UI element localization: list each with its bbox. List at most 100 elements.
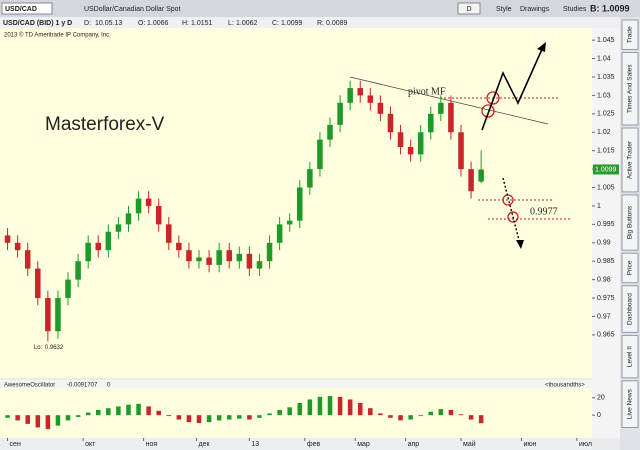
side-tab[interactable] bbox=[621, 380, 639, 428]
y-tick-label: 1.035 bbox=[597, 74, 615, 81]
info-value: 1.0062 bbox=[236, 20, 258, 27]
side-tab-label[interactable]: Trade bbox=[627, 26, 634, 43]
candle-body bbox=[407, 147, 414, 155]
oscillator-bar bbox=[337, 396, 343, 416]
oscillator-bar bbox=[257, 415, 262, 418]
candle-body bbox=[327, 124, 333, 140]
bid-label: B: bbox=[590, 3, 600, 13]
y-tick-label: 0 bbox=[597, 412, 601, 419]
side-tab[interactable] bbox=[621, 19, 639, 50]
bid-value: 1.0099 bbox=[602, 3, 630, 13]
info-label: O: bbox=[138, 20, 145, 27]
y-tick-label: 1.025 bbox=[597, 111, 615, 118]
info-label: H: bbox=[182, 20, 189, 27]
oscillator-bar bbox=[297, 402, 303, 416]
trend-line bbox=[349, 76, 549, 125]
candle-body bbox=[417, 132, 424, 155]
candle-body bbox=[55, 298, 61, 332]
x-tick-label: май bbox=[463, 440, 476, 448]
candle-body bbox=[45, 298, 51, 332]
symbol-input[interactable] bbox=[1, 2, 53, 15]
circles bbox=[481, 91, 519, 223]
candle-body bbox=[397, 132, 404, 147]
side-tab-label[interactable]: Times And Sales bbox=[627, 64, 634, 113]
oscillator-bar bbox=[126, 404, 131, 416]
candle-body bbox=[166, 224, 172, 243]
oscillator-bar bbox=[186, 415, 192, 423]
toolbar-button[interactable]: Studies bbox=[563, 6, 587, 13]
oscillator-bar bbox=[418, 415, 423, 417]
info-label: D: bbox=[84, 20, 91, 27]
oscillator-bar bbox=[478, 415, 484, 424]
oscillator-bar bbox=[267, 413, 272, 416]
candle-body bbox=[176, 242, 182, 251]
oscillator-bar bbox=[388, 415, 393, 418]
x-tick-label: фев bbox=[307, 441, 321, 448]
toolbar-button[interactable]: Drawings bbox=[520, 6, 550, 13]
candle-body bbox=[317, 139, 323, 170]
oscillator-bar bbox=[307, 399, 313, 416]
info-label: L: bbox=[228, 20, 234, 27]
side-tab-label[interactable]: Big Buttons bbox=[627, 205, 634, 239]
oscillator-bar bbox=[206, 415, 212, 423]
side-tab-label[interactable]: Dashboard bbox=[627, 293, 634, 325]
y-tick-label: 20 bbox=[597, 395, 605, 402]
x-tick-label: 13 bbox=[251, 441, 259, 448]
y-tick-label: 0.975 bbox=[597, 295, 615, 302]
x-tick-label: сен bbox=[10, 441, 21, 448]
low-value: 0.9632 bbox=[45, 345, 64, 351]
oscillator-bar bbox=[347, 399, 353, 416]
oscillator-bar bbox=[75, 415, 81, 417]
oscillator-bar bbox=[438, 409, 444, 416]
y-tick-label: 1.03 bbox=[597, 92, 611, 99]
candle-body bbox=[478, 169, 484, 182]
side-tab-label[interactable]: Live News bbox=[627, 388, 634, 419]
x-tick-label: июл bbox=[579, 441, 592, 448]
candle-body bbox=[246, 253, 253, 269]
y-tick-label: 1.04 bbox=[597, 55, 611, 62]
x-tick-label: июн bbox=[523, 441, 536, 448]
candle-body bbox=[337, 102, 343, 125]
candle-body bbox=[155, 205, 162, 225]
oscillator-bar bbox=[156, 410, 161, 416]
period-button[interactable] bbox=[457, 2, 481, 15]
y-tick-label: 1.045 bbox=[597, 37, 615, 44]
side-tab[interactable] bbox=[621, 334, 639, 379]
side-tab[interactable] bbox=[621, 194, 639, 251]
side-tab[interactable] bbox=[621, 285, 639, 333]
candle-body bbox=[236, 253, 243, 262]
forecast-arrow bbox=[481, 46, 544, 131]
info-value: 0.0089 bbox=[326, 20, 348, 27]
side-tab[interactable] bbox=[621, 252, 639, 284]
price-pane bbox=[0, 28, 592, 378]
candle-body bbox=[135, 198, 142, 214]
oscillator-bar bbox=[136, 403, 141, 416]
brand: Masterforex-V bbox=[45, 114, 165, 135]
candle-body bbox=[458, 132, 464, 170]
oscillator-bar bbox=[327, 395, 333, 416]
oscillator-bar bbox=[55, 415, 61, 426]
x-tick-label: апр bbox=[408, 441, 420, 448]
x-tick-label: окт bbox=[85, 441, 96, 448]
study-zero: 0 bbox=[107, 383, 111, 389]
y-tick-label: 0.985 bbox=[597, 258, 615, 265]
oscillator-bar bbox=[85, 412, 91, 416]
side-tab[interactable] bbox=[621, 52, 639, 126]
candle-body bbox=[14, 242, 21, 251]
candle-body bbox=[448, 102, 454, 133]
candle-body bbox=[115, 224, 122, 232]
side-tab-label[interactable]: Active Trader bbox=[627, 140, 634, 179]
level-label: 0.9977 bbox=[530, 206, 558, 217]
last-price-box bbox=[593, 164, 619, 175]
candle-body bbox=[65, 279, 71, 299]
side-tab-label[interactable]: Price bbox=[627, 260, 634, 275]
side-tab-label[interactable]: Level II bbox=[627, 346, 634, 367]
candle-body bbox=[95, 242, 102, 251]
oscillator-bar bbox=[216, 415, 222, 421]
side-tab[interactable] bbox=[621, 127, 639, 193]
oscillator-pane bbox=[0, 380, 592, 438]
info-label: R: bbox=[317, 20, 324, 27]
toolbar-button[interactable]: Style bbox=[496, 6, 512, 13]
oscillator-bar bbox=[468, 415, 474, 420]
